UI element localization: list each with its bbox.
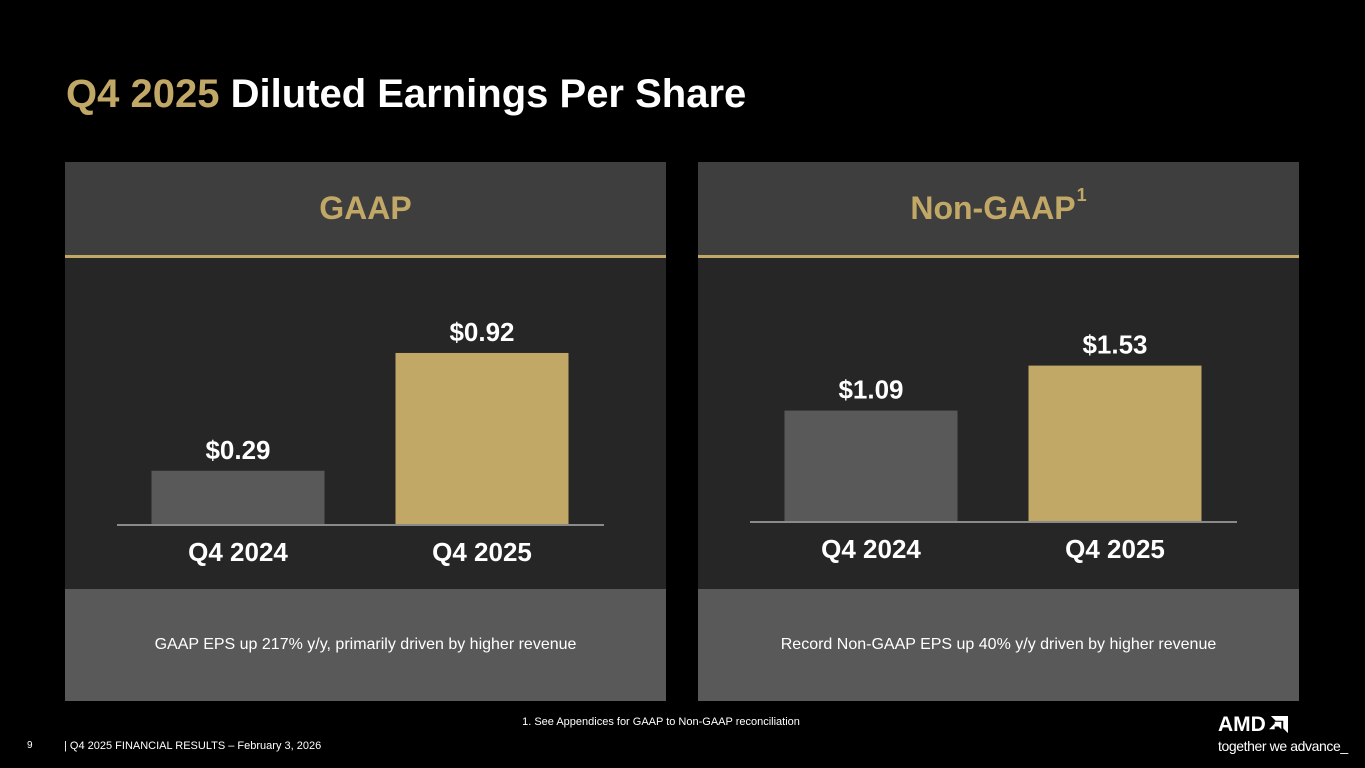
gaap-bar-q4-2025 bbox=[395, 352, 569, 525]
non-gaap-value-label: $1.09 bbox=[838, 375, 903, 405]
gaap-caption: GAAP EPS up 217% y/y, primarily driven b… bbox=[154, 636, 577, 653]
gaap-panel-header: GAAP bbox=[65, 162, 666, 255]
gaap-value-label: $0.92 bbox=[449, 317, 514, 347]
non-gaap-category-label: Q4 2024 bbox=[821, 534, 921, 564]
page-number: 9 bbox=[27, 740, 33, 751]
non-gaap-heading: Non-GAAP bbox=[910, 190, 1076, 226]
footer-text: | Q4 2025 FINANCIAL RESULTS – February 3… bbox=[64, 740, 322, 752]
page-title-rest: Diluted Earnings Per Share bbox=[219, 72, 747, 116]
gaap-bar-q4-2024 bbox=[151, 470, 325, 525]
gaap-heading: GAAP bbox=[319, 190, 412, 226]
amd-logo: AMD together we advance_ bbox=[1218, 714, 1358, 758]
gaap-category-label: Q4 2024 bbox=[188, 537, 288, 567]
non-gaap-bar-q4-2025 bbox=[1028, 365, 1202, 522]
footnote: 1. See Appendices for GAAP to Non-GAAP r… bbox=[522, 716, 800, 728]
non-gaap-chart-area: $1.09 Q4 2024 $1.53 Q4 2025 bbox=[698, 258, 1299, 589]
non-gaap-footnote-marker: 1 bbox=[1076, 185, 1087, 206]
amd-arrow-icon bbox=[1268, 715, 1288, 733]
gaap-panel: GAAP $0.29 Q4 2024 $0.92 Q4 2025 GAAP EPS u… bbox=[65, 162, 666, 701]
amd-wordmark: AMD bbox=[1218, 713, 1266, 736]
non-gaap-caption-box: Record Non-GAAP EPS up 40% y/y driven by… bbox=[698, 589, 1299, 701]
amd-tagline: together we advance_ bbox=[1218, 738, 1348, 754]
non-gaap-bar-q4-2024 bbox=[784, 410, 958, 522]
gaap-eps-chart: $0.29 Q4 2024 $0.92 Q4 2025 bbox=[117, 317, 604, 567]
non-gaap-panel: Non-GAAP1 $1.09 Q4 2024 $1.53 Q4 2025 Recor… bbox=[698, 162, 1299, 701]
non-gaap-eps-chart: $1.09 Q4 2024 $1.53 Q4 2025 bbox=[750, 330, 1237, 564]
gaap-category-label: Q4 2025 bbox=[432, 537, 532, 567]
non-gaap-value-label: $1.53 bbox=[1082, 330, 1147, 360]
page-title-accent: Q4 2025 bbox=[66, 72, 220, 116]
gaap-header-rule bbox=[65, 255, 666, 258]
non-gaap-panel-header: Non-GAAP1 bbox=[698, 162, 1299, 255]
non-gaap-category-label: Q4 2025 bbox=[1065, 534, 1165, 564]
gaap-value-label: $0.29 bbox=[205, 435, 270, 465]
gaap-chart-area: $0.29 Q4 2024 $0.92 Q4 2025 bbox=[65, 258, 666, 589]
non-gaap-heading-group: Non-GAAP1 bbox=[910, 185, 1086, 227]
amd-logo-row: AMD bbox=[1218, 714, 1358, 736]
non-gaap-caption: Record Non-GAAP EPS up 40% y/y driven by… bbox=[780, 636, 1217, 653]
page-title: Q4 2025 Diluted Earnings Per Share bbox=[66, 72, 746, 117]
gaap-caption-box: GAAP EPS up 217% y/y, primarily driven b… bbox=[65, 589, 666, 701]
non-gaap-header-rule bbox=[698, 255, 1299, 258]
